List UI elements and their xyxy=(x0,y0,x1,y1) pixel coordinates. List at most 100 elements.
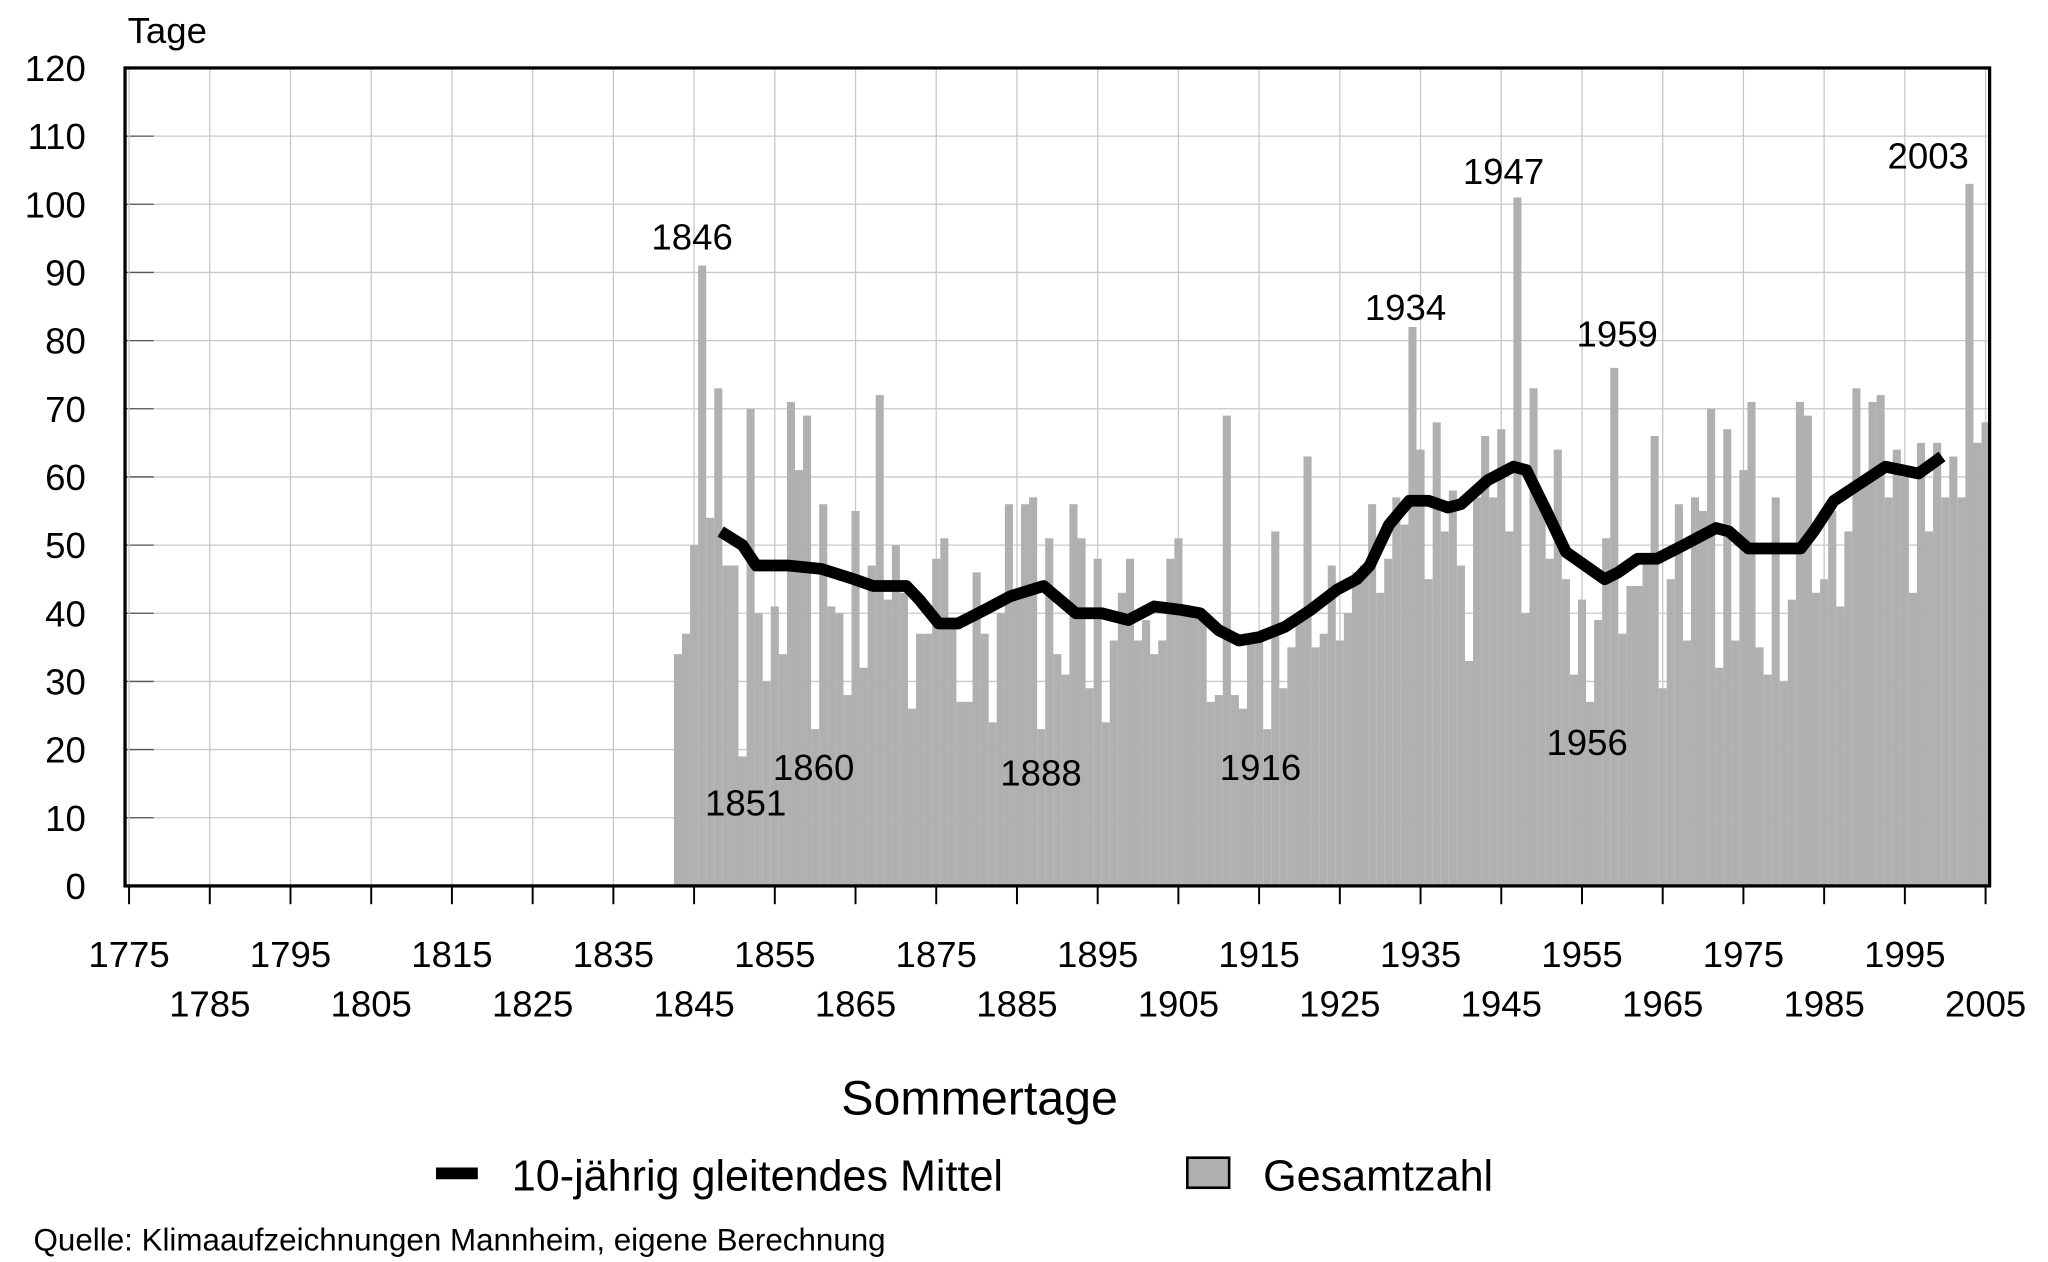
bar xyxy=(1787,599,1796,886)
bar xyxy=(1077,538,1086,886)
bar xyxy=(1594,620,1603,886)
bar xyxy=(1368,504,1377,886)
x-tick-label: 1895 xyxy=(1057,934,1138,975)
bar xyxy=(1981,422,1990,886)
bar xyxy=(1586,701,1595,886)
bar xyxy=(883,599,892,886)
bar xyxy=(1012,592,1021,886)
bar xyxy=(1707,408,1716,886)
bar xyxy=(1836,606,1845,886)
bar xyxy=(1763,674,1772,886)
bar xyxy=(1569,674,1578,886)
bar xyxy=(698,265,707,886)
bar xyxy=(794,470,804,886)
bar xyxy=(1029,497,1038,886)
bar xyxy=(1448,490,1457,886)
y-axis-label: Tage xyxy=(128,10,207,51)
bar xyxy=(786,401,795,886)
x-tick-label: 1945 xyxy=(1461,984,1542,1025)
bar xyxy=(1852,388,1861,886)
bar xyxy=(762,681,771,886)
bar xyxy=(1464,660,1474,886)
bar xyxy=(1497,429,1506,886)
bar xyxy=(1755,647,1764,886)
bar xyxy=(1020,504,1030,886)
bar xyxy=(1505,531,1514,886)
bar xyxy=(1247,640,1256,886)
bar xyxy=(730,565,739,886)
bar xyxy=(1287,647,1296,886)
source: Quelle: Klimaaufzeichnungen Mannheim, ei… xyxy=(34,1222,886,1257)
x-tick-label: 1925 xyxy=(1299,984,1380,1025)
bar xyxy=(1295,620,1304,886)
x-tick-label: 1785 xyxy=(169,984,250,1025)
y-tick-label: 0 xyxy=(65,866,85,907)
bar xyxy=(1545,558,1554,886)
bar xyxy=(1884,497,1893,886)
bar xyxy=(1117,592,1126,886)
bar xyxy=(1392,497,1401,886)
x-tick-label: 1825 xyxy=(492,984,573,1025)
x-tick-label: 1855 xyxy=(734,934,815,975)
bar xyxy=(1053,654,1062,886)
y-tick-label: 120 xyxy=(25,48,86,89)
bar xyxy=(1263,729,1272,886)
bar xyxy=(1908,592,1917,886)
bar xyxy=(1715,667,1724,886)
bar xyxy=(1650,436,1659,886)
chart-title: Sommertage xyxy=(841,1072,1118,1126)
bar xyxy=(1206,701,1215,886)
y-tick-label: 30 xyxy=(45,661,86,702)
x-tick-label: 1835 xyxy=(573,934,654,975)
y-tick-label: 80 xyxy=(45,321,86,362)
bar xyxy=(1876,395,1885,886)
bar xyxy=(1618,633,1627,886)
bar xyxy=(1085,688,1094,886)
bar xyxy=(835,613,844,886)
bar xyxy=(1957,497,1966,886)
bar xyxy=(1795,401,1804,886)
bar xyxy=(1432,422,1441,886)
bar xyxy=(1739,470,1748,886)
bar xyxy=(1674,504,1683,886)
bar xyxy=(1577,599,1587,886)
bar xyxy=(916,633,925,886)
bar xyxy=(1069,504,1078,886)
bar xyxy=(851,511,860,886)
bar xyxy=(778,654,787,886)
bar xyxy=(996,613,1005,886)
bar xyxy=(1376,592,1385,886)
bar xyxy=(803,415,812,886)
bar xyxy=(980,633,989,886)
annotation: 1846 xyxy=(651,217,732,258)
moving-average-line xyxy=(717,451,1946,647)
bar xyxy=(1900,476,1909,886)
annotation: 1860 xyxy=(773,747,854,788)
bar xyxy=(1812,592,1821,886)
bar xyxy=(1134,640,1143,886)
bar xyxy=(1424,579,1433,886)
bar xyxy=(1198,613,1207,886)
bar xyxy=(1319,633,1328,886)
bar xyxy=(1771,497,1780,886)
bar xyxy=(1723,429,1732,886)
y-tick-label: 20 xyxy=(45,730,86,771)
y-tick-label: 50 xyxy=(45,525,86,566)
bar xyxy=(924,633,933,886)
bar xyxy=(907,708,917,886)
bar xyxy=(964,701,973,886)
bar xyxy=(1529,388,1538,886)
bar xyxy=(1214,695,1223,886)
bar xyxy=(1384,558,1393,886)
bar xyxy=(754,613,763,886)
bar xyxy=(1666,579,1675,886)
annotation: 1916 xyxy=(1220,747,1301,788)
x-tick-label: 1905 xyxy=(1138,984,1219,1025)
bar xyxy=(1682,640,1691,886)
bar xyxy=(1803,415,1813,886)
bar xyxy=(859,667,868,886)
bar xyxy=(746,408,755,886)
bar xyxy=(1238,708,1248,886)
bar xyxy=(1279,688,1288,886)
bar xyxy=(1416,449,1425,886)
